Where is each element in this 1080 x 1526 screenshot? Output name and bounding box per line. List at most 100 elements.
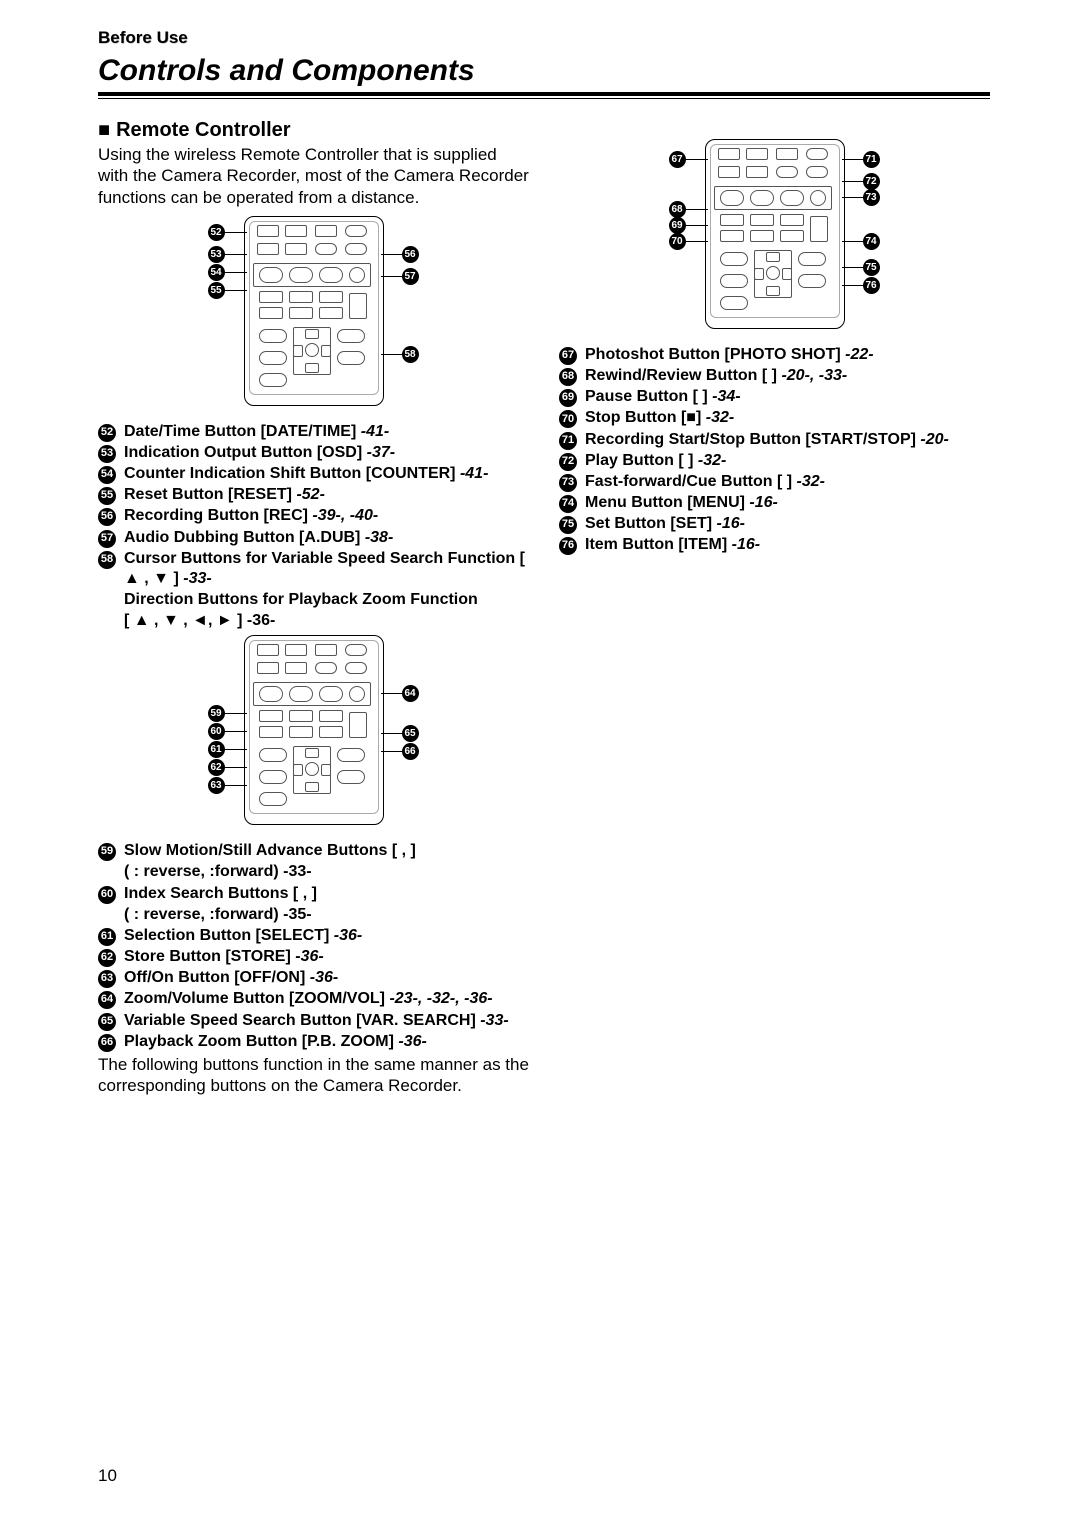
list-item: 58Cursor Buttons for Variable Speed Sear…	[98, 549, 529, 589]
remote-button-shape	[345, 644, 367, 656]
list-item: 73Fast-forward/Cue Button [ ] -32-	[559, 472, 990, 492]
list-item: 71Recording Start/Stop Button [START/STO…	[559, 430, 990, 450]
callout-leader-line	[225, 713, 247, 714]
callout-badge: 60	[208, 723, 225, 740]
callout-leader-line	[225, 290, 247, 291]
left-column: ■Remote Controller Using the wireless Re…	[98, 119, 529, 1096]
before-use-label: Before Use	[98, 28, 990, 48]
remote-button-shape	[349, 293, 367, 319]
item-text: Indication Output Button [OSD] -37-	[124, 443, 529, 463]
remote-button-shape	[259, 792, 287, 806]
callout-leader-line	[381, 733, 403, 734]
callout-leader-line	[686, 241, 708, 242]
item-number-badge: 63	[98, 970, 116, 988]
remote-button-shape	[718, 166, 740, 178]
remote-button-shape	[720, 274, 748, 288]
remote-button-shape	[257, 644, 279, 656]
callout-badge: 53	[208, 246, 225, 263]
remote-button-shape	[315, 662, 337, 674]
list-item: 72 Play Button [ ] -32-	[559, 451, 990, 471]
item-number-badge: 69	[559, 389, 577, 407]
item-text: Photoshot Button [PHOTO SHOT] -22-	[585, 345, 990, 365]
item-number-badge: 52	[98, 424, 116, 442]
callout-leader-line	[842, 241, 864, 242]
item-text: Set Button [SET] -16-	[585, 514, 990, 534]
callout-leader-line	[225, 254, 247, 255]
callout-badge: 76	[863, 277, 880, 294]
remote-button-shape	[289, 291, 313, 303]
remote-button-shape	[349, 686, 365, 702]
remote-button-shape	[319, 726, 343, 738]
remote-button-shape	[285, 644, 307, 656]
remote-diagram-1: 52535455565758	[244, 216, 384, 406]
callout-leader-line	[842, 285, 864, 286]
item-list-c: 67Photoshot Button [PHOTO SHOT] -22-68Re…	[559, 345, 990, 556]
callout-badge: 58	[402, 346, 419, 363]
remote-diagram-2: 5960616263646566	[244, 635, 384, 825]
right-column: 67686970717273747576 67Photoshot Button …	[559, 119, 990, 1096]
remote-button-shape	[259, 373, 287, 387]
remote-button-shape	[345, 225, 367, 237]
remote-button-shape	[750, 230, 774, 242]
remote-button-shape	[337, 351, 365, 365]
remote-button-shape	[718, 148, 740, 160]
callout-badge: 70	[669, 233, 686, 250]
footnote-text: The following buttons function in the sa…	[98, 1054, 529, 1097]
remote-button-shape	[349, 712, 367, 738]
section-heading-text: Remote Controller	[116, 119, 290, 141]
remote-button-shape	[257, 243, 279, 255]
list-item: 67Photoshot Button [PHOTO SHOT] -22-	[559, 345, 990, 365]
remote-button-shape	[259, 329, 287, 343]
item-text: Stop Button [■] -32-	[585, 408, 990, 428]
remote-button-shape	[750, 190, 774, 206]
remote-button-shape	[746, 148, 768, 160]
item-number-badge: 62	[98, 949, 116, 967]
remote-button-shape	[293, 345, 303, 357]
list-item: 75Set Button [SET] -16-	[559, 514, 990, 534]
list-item: 68Rewind/Review Button [ ] -20-, -33-	[559, 366, 990, 386]
remote-button-shape	[750, 214, 774, 226]
list-item: 54Counter Indication Shift Button [COUNT…	[98, 464, 529, 484]
item-number-badge: 72	[559, 453, 577, 471]
remote-button-shape	[720, 230, 744, 242]
remote-button-shape	[289, 726, 313, 738]
item-number-badge: 65	[98, 1013, 116, 1031]
item-number-badge: 76	[559, 537, 577, 555]
divider-thick	[98, 92, 990, 96]
callout-leader-line	[225, 232, 247, 233]
item-text: Selection Button [SELECT] -36-	[124, 926, 529, 946]
square-icon: ■	[98, 119, 110, 141]
callout-leader-line	[381, 693, 403, 694]
item-text: Reset Button [RESET] -52-	[124, 485, 529, 505]
remote-button-shape	[257, 662, 279, 674]
callout-leader-line	[842, 181, 864, 182]
item-subtext: ( : reverse, :forward) -33-	[124, 862, 529, 882]
item-subtext: Direction Buttons for Playback Zoom Func…	[124, 590, 529, 610]
remote-button-shape	[305, 782, 319, 792]
callout-leader-line	[686, 209, 708, 210]
callout-leader-line	[225, 731, 247, 732]
list-item: 63Off/On Button [OFF/ON] -36-	[98, 968, 529, 988]
remote-diagram-3: 67686970717273747576	[705, 139, 845, 329]
list-item: 66Playback Zoom Button [P.B. ZOOM] -36-	[98, 1032, 529, 1052]
list-item: 65 Variable Speed Search Button [VAR. SEA…	[98, 1011, 529, 1031]
remote-button-shape	[806, 166, 828, 178]
remote-button-shape	[720, 190, 744, 206]
remote-button-shape	[315, 225, 337, 237]
remote-button-shape	[806, 148, 828, 160]
item-text: Recording Button [REC] -39-, -40-	[124, 506, 529, 526]
item-number-badge: 54	[98, 466, 116, 484]
remote-button-shape	[780, 190, 804, 206]
callout-leader-line	[381, 254, 403, 255]
remote-button-shape	[289, 710, 313, 722]
item-text: Play Button [ ] -32-	[585, 451, 990, 471]
item-text: Menu Button [MENU] -16-	[585, 493, 990, 513]
remote-button-shape	[259, 307, 283, 319]
remote-button-shape	[259, 267, 283, 283]
item-text: Store Button [STORE] -36-	[124, 947, 529, 967]
item-text: Rewind/Review Button [ ] -20-, -33-	[585, 366, 990, 386]
remote-button-shape	[319, 686, 343, 702]
callout-leader-line	[842, 267, 864, 268]
item-text: Variable Speed Search Button [VAR. SEARC…	[124, 1011, 529, 1031]
list-item: 56Recording Button [REC] -39-, -40-	[98, 506, 529, 526]
